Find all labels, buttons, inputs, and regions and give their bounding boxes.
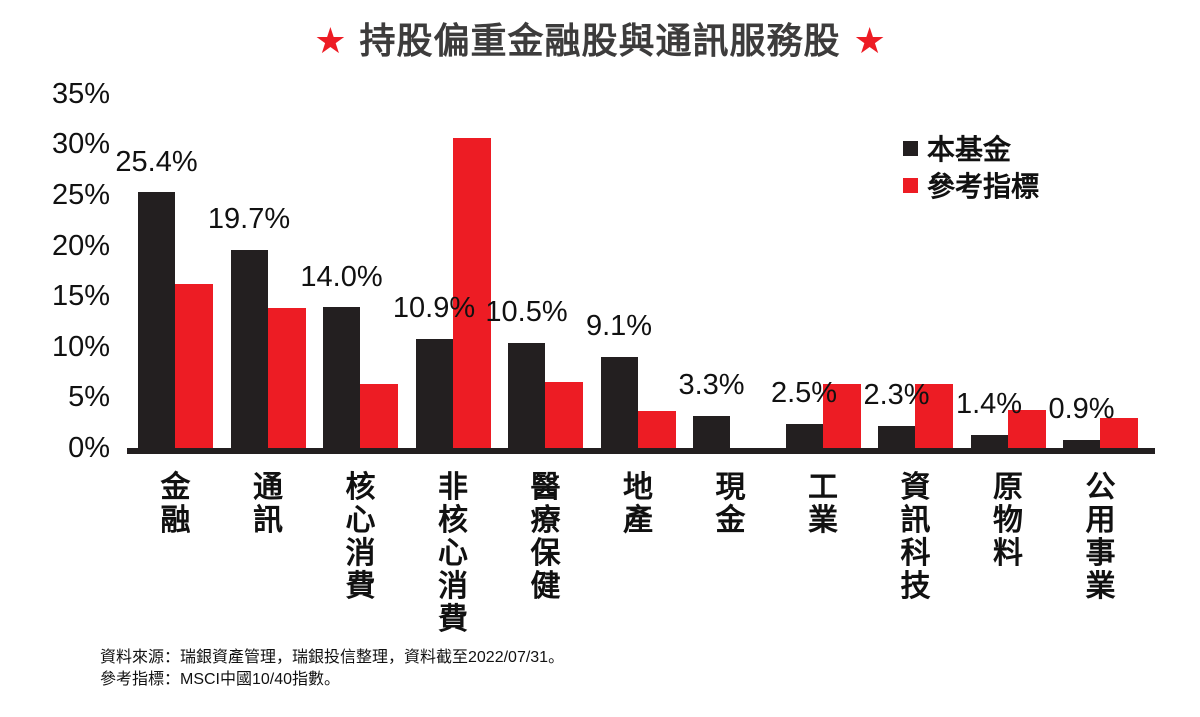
bar-value-label: 10.9%: [392, 292, 476, 325]
bar-value-label: 25.4%: [115, 145, 198, 178]
category-label: 核心消費: [345, 471, 376, 603]
y-axis-tick: 0%: [68, 432, 110, 464]
legend-swatch-fund: [903, 140, 918, 156]
category-label: 地產: [623, 471, 653, 537]
chart-title-text: 持股偏重金融股與通訊服務股: [359, 20, 841, 61]
benchmark-note: 參考指標：MSCI中國10/40指數。: [100, 671, 341, 688]
bar-value-label: 9.1%: [585, 310, 653, 343]
bar-benchmark: [915, 384, 953, 451]
bar-value-label: 14.0%: [300, 260, 383, 293]
source-note: 資料來源：瑞銀資產管理，瑞銀投信整理，資料截至2022/07/31。: [100, 649, 565, 666]
star-icon-right: ★: [853, 20, 886, 61]
category-label: 工業: [808, 471, 838, 537]
footnotes: 資料來源：瑞銀資產管理，瑞銀投信整理，資料截至2022/07/31。 參考指標：…: [100, 647, 564, 691]
bar-benchmark: [360, 384, 398, 451]
bar-benchmark: [267, 308, 306, 451]
bar-value-label: 3.3%: [678, 369, 745, 402]
bar-fund: [878, 425, 915, 451]
bar-value-label: 2.5%: [770, 377, 838, 410]
bar-benchmark: [545, 382, 583, 451]
y-axis-tick: 30%: [51, 128, 110, 161]
bar-fund: [1063, 439, 1100, 451]
y-axis-tick: 5%: [68, 381, 110, 414]
legend: 本基金 參考指標: [903, 133, 1039, 207]
bar-value-label: 2.3%: [863, 379, 930, 412]
y-axis-tick: 15%: [51, 280, 110, 313]
bar-benchmark: [822, 384, 861, 451]
bar-fund: [323, 307, 360, 451]
y-axis-tick: 35%: [51, 77, 110, 110]
legend-item-fund: 本基金: [903, 133, 1039, 165]
bar-value-label: 10.5%: [485, 296, 568, 329]
bar-benchmark: [1007, 409, 1046, 451]
category-label: 原物料: [993, 471, 1023, 570]
bar-fund: [970, 434, 1008, 451]
chart-title: ★ 持股偏重金融股與通訊服務股 ★: [0, 20, 1200, 62]
legend-swatch-benchmark: [903, 177, 918, 193]
bar-fund: [138, 192, 175, 451]
y-axis-tick: 20%: [51, 229, 110, 262]
category-label: 非核心消費: [438, 471, 468, 636]
legend-item-benchmark: 參考指標: [903, 170, 1039, 202]
category-label: 資訊科技: [900, 471, 931, 603]
legend-label-fund: 本基金: [927, 134, 1012, 165]
bar-benchmark: [637, 410, 676, 451]
category-label: 金融: [160, 471, 191, 537]
bar-value-label: 1.4%: [955, 388, 1023, 421]
bar-fund: [415, 338, 453, 451]
bar-fund: [600, 356, 638, 451]
bar-benchmark: [175, 284, 213, 451]
legend-label-benchmark: 參考指標: [927, 171, 1040, 202]
bar-fund: [508, 342, 545, 451]
bar-benchmark: [1100, 417, 1138, 451]
bar-fund: [693, 415, 730, 451]
y-axis-tick: 25%: [51, 179, 110, 211]
bar-fund: [785, 423, 823, 451]
category-label: 現金: [715, 471, 746, 537]
bar-value-label: 19.7%: [207, 203, 291, 236]
star-icon-left: ★: [314, 20, 347, 61]
bar-fund: [230, 249, 268, 451]
bar-benchmark: [452, 138, 491, 451]
category-label: 公用事業: [1085, 471, 1116, 603]
x-axis-line: [127, 448, 1155, 454]
category-label: 通訊: [253, 471, 283, 537]
category-label: 醫療保健: [530, 471, 561, 603]
bar-value-label: 0.9%: [1048, 393, 1115, 426]
y-axis-tick: 10%: [51, 330, 110, 363]
